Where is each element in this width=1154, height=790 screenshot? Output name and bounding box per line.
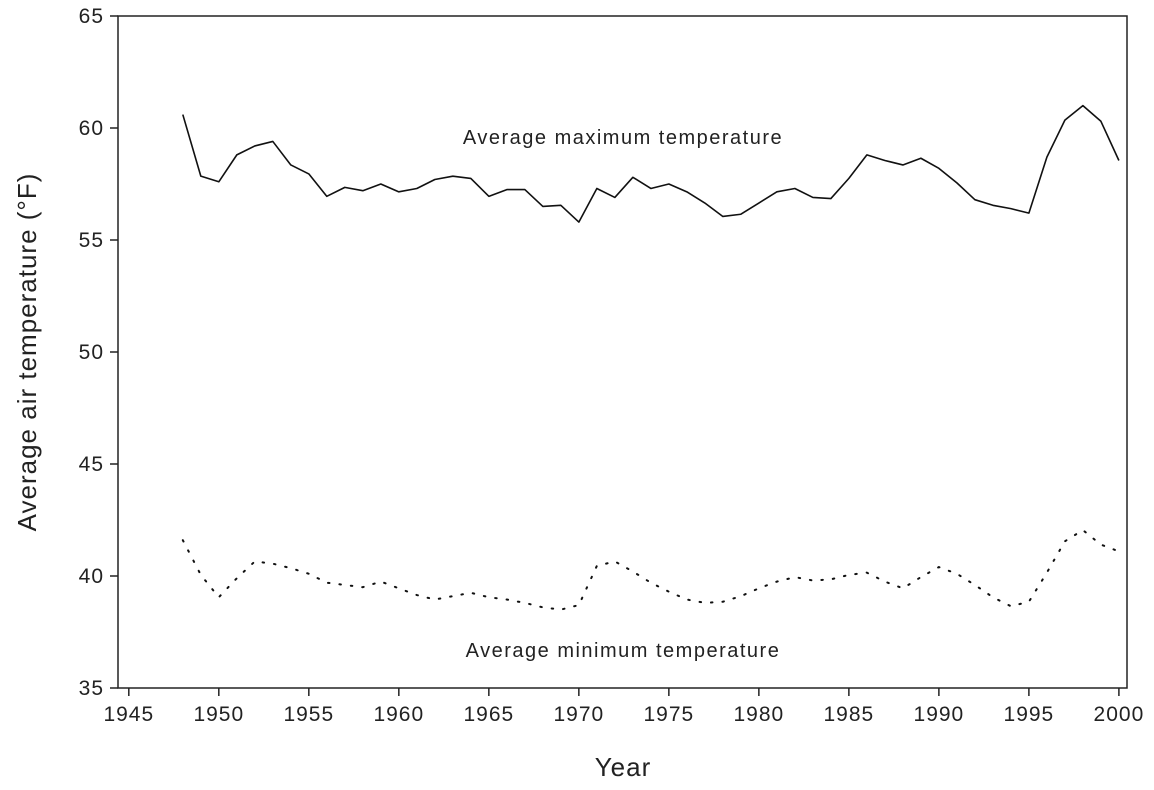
y-tick-label: 50 [79,341,104,364]
y-tick-label: 55 [79,229,104,252]
x-tick-label: 1945 [103,703,154,726]
series-line [181,529,1120,611]
x-tick-label: 1985 [824,703,875,726]
x-tick-label: 1980 [734,703,785,726]
y-tick-label: 45 [79,453,104,476]
x-tick-label: 2000 [1094,703,1145,726]
y-axis-label: Average air temperature (°F) [12,173,42,532]
x-tick-label: 1970 [553,703,604,726]
x-tick-label: 1960 [373,703,424,726]
y-tick-label: 65 [79,5,104,28]
x-tick-label: 1955 [283,703,334,726]
series-line [182,104,1120,223]
y-tick-label: 60 [79,117,104,140]
y-tick-label: 35 [79,677,104,700]
x-tick-label: 1995 [1004,703,1055,726]
x-tick-label: 1975 [643,703,694,726]
x-axis-label: Year [595,752,652,782]
plot-frame [117,15,1128,689]
x-tick-label: 1990 [914,703,965,726]
x-tick-label: 1965 [463,703,514,726]
annotation: Average minimum temperature [466,640,781,662]
x-tick-label: 1950 [193,703,244,726]
y-tick-label: 40 [79,565,104,588]
annotation: Average maximum temperature [463,127,783,149]
